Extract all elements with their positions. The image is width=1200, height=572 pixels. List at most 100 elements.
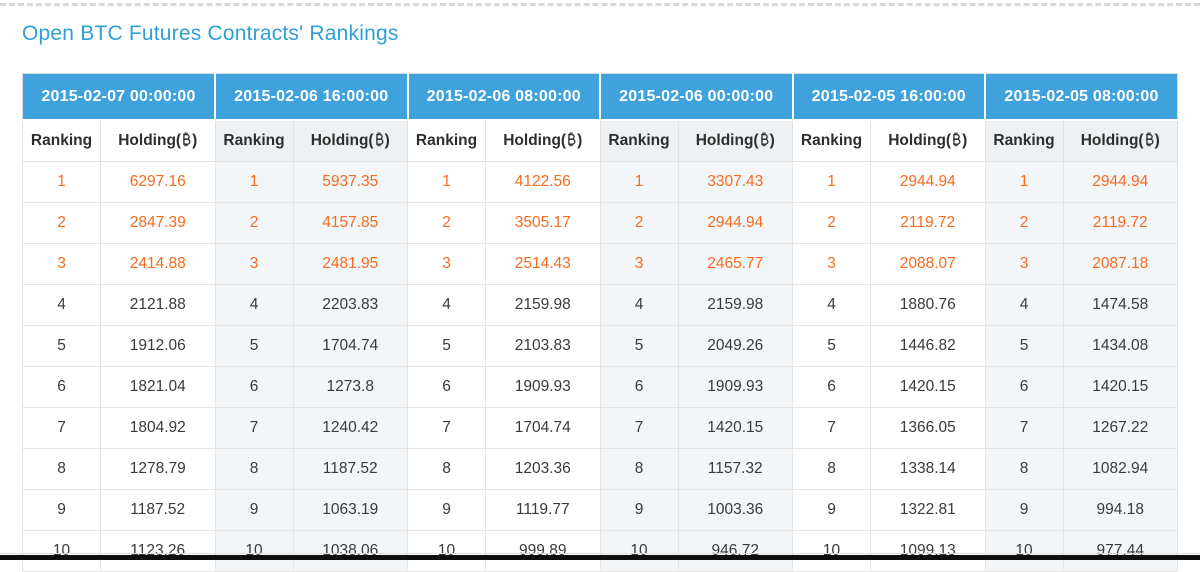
holding-cell: 994.18 — [1062, 489, 1178, 531]
ranking-cell: 10 — [599, 530, 679, 572]
table-row: 10 1123.26 10 1038.06 10 999.89 10 946.72 10 1099… — [22, 530, 1178, 572]
holding-cell: 2119.72 — [1062, 202, 1178, 244]
holding-cell: 2159.98 — [485, 284, 601, 326]
ranking-cell: 6 — [599, 366, 679, 408]
ranking-cell: 5 — [792, 325, 871, 367]
ranking-header: Ranking — [792, 119, 871, 162]
ranking-cell: 2 — [792, 202, 871, 244]
ranking-cell: 7 — [984, 407, 1064, 449]
ranking-cell: 1 — [599, 161, 679, 203]
holding-cell: 1187.52 — [100, 489, 216, 531]
ranking-cell: 5 — [407, 325, 486, 367]
ranking-header: Ranking — [407, 119, 486, 162]
holding-cell: 1909.93 — [677, 366, 793, 408]
holding-cell: 3307.43 — [677, 161, 793, 203]
holding-cell: 2087.18 — [1062, 243, 1178, 285]
holding-cell: 1003.36 — [677, 489, 793, 531]
bottom-hairline — [0, 553, 1200, 554]
holding-cell: 1366.05 — [870, 407, 986, 449]
holding-cell: 1420.15 — [1062, 366, 1178, 408]
rankings-table: 2015-02-07 00:00:00 2015-02-06 16:00:00 20… — [22, 73, 1178, 572]
btc-currency-icon — [568, 132, 576, 147]
btc-currency-icon — [375, 132, 384, 147]
top-dashed-border — [0, 3, 1200, 6]
timestamp-header-row: 2015-02-07 00:00:00 2015-02-06 16:00:00 20… — [22, 73, 1178, 121]
holding-cell: 1278.79 — [100, 448, 216, 490]
table-row: 2 2847.39 2 4157.85 2 3505.17 2 2944.94 2 2119.72… — [22, 202, 1178, 244]
btc-currency-icon — [1145, 132, 1154, 147]
holding-cell: 1474.58 — [1062, 284, 1178, 326]
ranking-cell: 8 — [792, 448, 871, 490]
ranking-cell: 4 — [792, 284, 871, 326]
page-title: Open BTC Futures Contracts' Rankings — [22, 22, 399, 45]
holding-cell: 977.44 — [1062, 530, 1178, 572]
holding-cell: 1704.74 — [292, 325, 408, 367]
holding-cell: 4122.56 — [485, 161, 601, 203]
ranking-cell: 6 — [214, 366, 294, 408]
timestamp-header: 2015-02-05 08:00:00 — [984, 73, 1178, 121]
holding-cell: 1704.74 — [485, 407, 601, 449]
ranking-cell: 10 — [792, 530, 871, 572]
ranking-cell: 9 — [599, 489, 679, 531]
table-row: 9 1187.52 9 1063.19 9 1119.77 9 1003.36 9 1322.81… — [22, 489, 1178, 531]
ranking-cell: 9 — [407, 489, 486, 531]
ranking-cell: 7 — [407, 407, 486, 449]
ranking-cell: 1 — [792, 161, 871, 203]
ranking-cell: 8 — [984, 448, 1064, 490]
ranking-cell: 2 — [214, 202, 294, 244]
ranking-cell: 1 — [22, 161, 101, 203]
holding-cell: 1187.52 — [292, 448, 408, 490]
rankings-table-container: 2015-02-07 00:00:00 2015-02-06 16:00:00 20… — [22, 73, 1178, 572]
holding-cell: 2944.94 — [677, 202, 793, 244]
holding-cell: 2944.94 — [870, 161, 986, 203]
holding-cell: 1821.04 — [100, 366, 216, 408]
ranking-header: Ranking — [214, 119, 294, 162]
holding-cell: 1119.77 — [485, 489, 601, 531]
holding-cell: 2481.95 — [292, 243, 408, 285]
sub-header-row: Ranking Holding( ) Ranking Holding( ) Rankin… — [22, 119, 1178, 162]
holding-header: Holding( ) — [870, 119, 986, 162]
ranking-cell: 9 — [984, 489, 1064, 531]
table-row: 5 1912.06 5 1704.74 5 2103.83 5 2049.26 5 1446.82… — [22, 325, 1178, 367]
ranking-cell: 9 — [22, 489, 101, 531]
ranking-cell: 4 — [214, 284, 294, 326]
ranking-cell: 2 — [984, 202, 1064, 244]
btc-currency-icon — [183, 132, 191, 147]
holding-cell: 2944.94 — [1062, 161, 1178, 203]
holding-cell: 2514.43 — [485, 243, 601, 285]
ranking-cell: 8 — [599, 448, 679, 490]
holding-cell: 1909.93 — [485, 366, 601, 408]
holding-header: Holding( ) — [292, 119, 408, 162]
ranking-cell: 4 — [984, 284, 1064, 326]
holding-cell: 2103.83 — [485, 325, 601, 367]
holding-cell: 2119.72 — [870, 202, 986, 244]
ranking-cell: 8 — [22, 448, 101, 490]
holding-cell: 1338.14 — [870, 448, 986, 490]
table-row: 1 6297.16 1 5937.35 1 4122.56 1 3307.43 1 2944.94… — [22, 161, 1178, 203]
ranking-cell: 2 — [22, 202, 101, 244]
holding-cell: 1203.36 — [485, 448, 601, 490]
holding-cell: 1880.76 — [870, 284, 986, 326]
ranking-cell: 5 — [599, 325, 679, 367]
ranking-cell: 6 — [22, 366, 101, 408]
holding-cell: 3505.17 — [485, 202, 601, 244]
ranking-cell: 7 — [214, 407, 294, 449]
holding-cell: 1804.92 — [100, 407, 216, 449]
holding-cell: 1038.06 — [292, 530, 408, 572]
ranking-cell: 3 — [792, 243, 871, 285]
ranking-cell: 10 — [214, 530, 294, 572]
timestamp-header: 2015-02-07 00:00:00 — [22, 73, 215, 121]
ranking-cell: 5 — [214, 325, 294, 367]
ranking-cell: 10 — [407, 530, 486, 572]
ranking-cell: 6 — [792, 366, 871, 408]
ranking-cell: 2 — [407, 202, 486, 244]
table-row: 6 1821.04 6 1273.8 6 1909.93 6 1909.93 6 1420.15 6… — [22, 366, 1178, 408]
ranking-cell: 1 — [407, 161, 486, 203]
timestamp-header: 2015-02-05 16:00:00 — [791, 73, 985, 121]
table-row: 7 1804.92 7 1240.42 7 1704.74 7 1420.15 7 1366.05… — [22, 407, 1178, 449]
holding-cell: 1099.13 — [870, 530, 986, 572]
holding-cell: 1912.06 — [100, 325, 216, 367]
ranking-cell: 9 — [792, 489, 871, 531]
holding-cell: 1420.15 — [870, 366, 986, 408]
holding-cell: 1267.22 — [1062, 407, 1178, 449]
